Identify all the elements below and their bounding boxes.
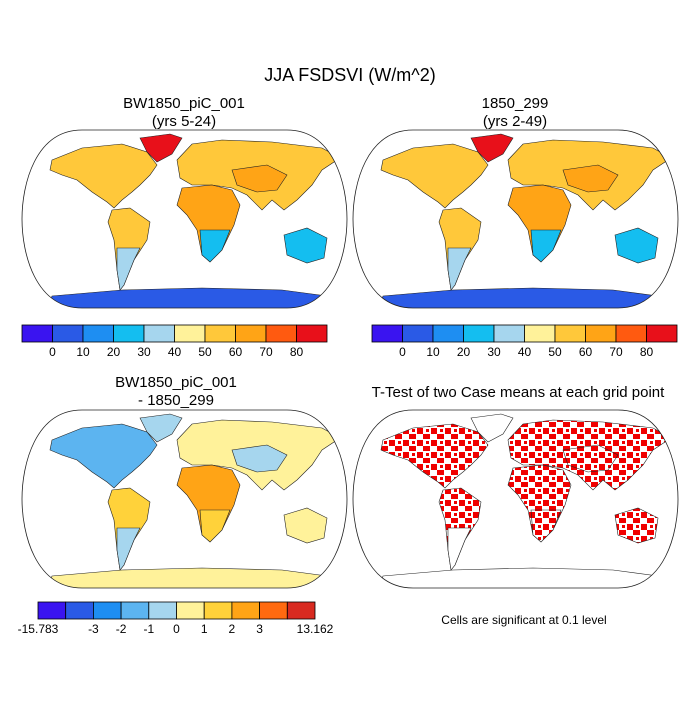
colorbar-box [296, 324, 328, 343]
colorbar-label: -1 [143, 622, 154, 636]
colorbar-label: 1 [201, 622, 208, 636]
colorbar-label: 20 [107, 345, 121, 359]
colorbar-box [174, 324, 206, 343]
panel-title: 1850_299 [482, 95, 549, 112]
colorbar-box [265, 324, 297, 343]
panel-subtitle: (yrs 5-24) [152, 113, 216, 130]
colorbar-box [113, 324, 145, 343]
colorbar-box [463, 324, 495, 343]
colorbar-label: 13.162 [297, 622, 334, 636]
colorbar-label: 30 [137, 345, 151, 359]
panel-title: BW1850_piC_001 [123, 95, 245, 112]
colorbar-box [235, 324, 267, 343]
colorbar-box [259, 601, 288, 620]
colorbar-label: 70 [609, 345, 623, 359]
colorbar-box [148, 601, 177, 620]
colorbar-label: 10 [76, 345, 90, 359]
colorbar-box [93, 601, 122, 620]
colorbar-box [143, 324, 175, 343]
colorbar-label: 0 [173, 622, 180, 636]
colorbar-box [524, 324, 556, 343]
colorbar-box [286, 601, 316, 620]
colorbar-label: 40 [168, 345, 182, 359]
colorbar-box [65, 601, 94, 620]
colorbar-label: -15.783 [18, 622, 59, 636]
colorbar-label: 3 [256, 622, 263, 636]
colorbar-label: 0 [399, 345, 406, 359]
colorbar-label: 50 [548, 345, 562, 359]
colorbar-label: 80 [640, 345, 654, 359]
map-panel [21, 129, 348, 310]
colorbar-box [21, 324, 53, 343]
map-panel [21, 409, 348, 590]
colorbar-label: 60 [579, 345, 593, 359]
map-panel [352, 129, 679, 310]
colorbar-label: 0 [49, 345, 56, 359]
colorbar-label: -3 [88, 622, 99, 636]
colorbar-label: 20 [457, 345, 471, 359]
panel-title: T-Test of two Case means at each grid po… [372, 384, 665, 401]
colorbar-label: 30 [487, 345, 501, 359]
panel-title: BW1850_piC_001 [115, 374, 237, 391]
colorbar-box [37, 601, 67, 620]
colorbar-box [204, 324, 236, 343]
colorbar-label: 70 [259, 345, 273, 359]
colorbar-label: 2 [229, 622, 236, 636]
colorbar-label: 50 [198, 345, 212, 359]
colorbar-label: 60 [229, 345, 243, 359]
colorbar-box [554, 324, 586, 343]
colorbar-box [402, 324, 434, 343]
colorbar-label: 40 [518, 345, 532, 359]
colorbar-box [493, 324, 525, 343]
significance-note: Cells are significant at 0.1 level [441, 613, 606, 627]
colorbar-box [585, 324, 617, 343]
panel-subtitle: - 1850_299 [138, 392, 214, 409]
colorbar-box [52, 324, 84, 343]
colorbar-box [646, 324, 678, 343]
colorbar-box [231, 601, 260, 620]
figure-title: JJA FSDSVI (W/m^2) [264, 65, 435, 85]
colorbar-box [82, 324, 114, 343]
colorbar-label: 80 [290, 345, 304, 359]
colorbar-box [615, 324, 647, 343]
colorbar-box [176, 601, 205, 620]
colorbar-box [203, 601, 233, 620]
panel-subtitle: (yrs 2-49) [483, 113, 547, 130]
map-panel [352, 409, 679, 590]
colorbar-box [120, 601, 150, 620]
colorbar-label: -2 [116, 622, 127, 636]
colorbar-label: 10 [426, 345, 440, 359]
colorbar-box [371, 324, 403, 343]
colorbar-box [432, 324, 464, 343]
